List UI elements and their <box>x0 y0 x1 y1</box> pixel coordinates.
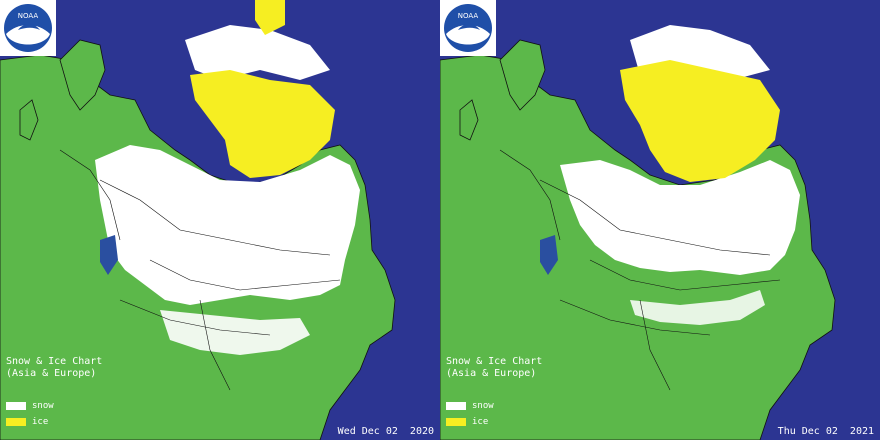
legend-label: ice <box>472 417 489 427</box>
ice-swatch <box>446 418 466 426</box>
snow-ice-map <box>0 0 440 440</box>
caspian-sea <box>540 235 558 275</box>
chart-title-line1: Snow & Ice Chart <box>6 356 103 367</box>
british-isles <box>19 99 39 141</box>
country-borders <box>499 149 781 391</box>
ice-swatch <box>6 418 26 426</box>
chart-title-line2: (Asia & Europe) <box>446 368 537 379</box>
sea-ice <box>620 60 780 182</box>
sea-ice-north <box>255 0 285 35</box>
map-panel-2020: NOAA Snow & Ice Chart (Asia & Europe) sn… <box>0 0 440 440</box>
chart-title: Snow & Ice Chart (Asia & Europe) <box>446 356 542 380</box>
country-borders <box>59 149 341 391</box>
legend-item-ice: ice <box>6 417 48 427</box>
chart-title-line2: (Asia & Europe) <box>6 368 97 379</box>
legend-item-snow: snow <box>446 401 494 411</box>
snow-swatch <box>446 402 466 410</box>
snow-cover <box>95 145 360 305</box>
legend-label: ice <box>32 417 49 427</box>
snow-cover <box>560 160 800 275</box>
legend-item-ice: ice <box>446 417 488 427</box>
scandinavia <box>499 39 546 111</box>
noaa-logo-icon: NOAA <box>440 0 496 56</box>
snow-swatch <box>6 402 26 410</box>
arctic-snow <box>185 25 330 80</box>
snow-cover-south <box>630 290 765 325</box>
snow-cover-south <box>160 310 310 355</box>
map-panel-2021: NOAA Snow & Ice Chart (Asia & Europe) sn… <box>440 0 880 440</box>
snow-ice-map <box>440 0 880 440</box>
svg-text:NOAA: NOAA <box>18 12 39 20</box>
british-isles <box>459 99 479 141</box>
chart-title-line1: Snow & Ice Chart <box>446 356 543 367</box>
legend-label: snow <box>32 401 54 411</box>
noaa-logo-icon: NOAA <box>0 0 56 56</box>
svg-text:NOAA: NOAA <box>458 12 479 20</box>
chart-title: Snow & Ice Chart (Asia & Europe) <box>6 356 102 380</box>
chart-date: Wed Dec 02 2020 <box>337 426 434 437</box>
chart-date: Thu Dec 02 2021 <box>777 426 874 437</box>
legend-label: snow <box>472 401 494 411</box>
legend-item-snow: snow <box>6 401 54 411</box>
caspian-sea <box>100 235 118 275</box>
sea-ice <box>190 70 335 178</box>
scandinavia <box>59 39 106 111</box>
